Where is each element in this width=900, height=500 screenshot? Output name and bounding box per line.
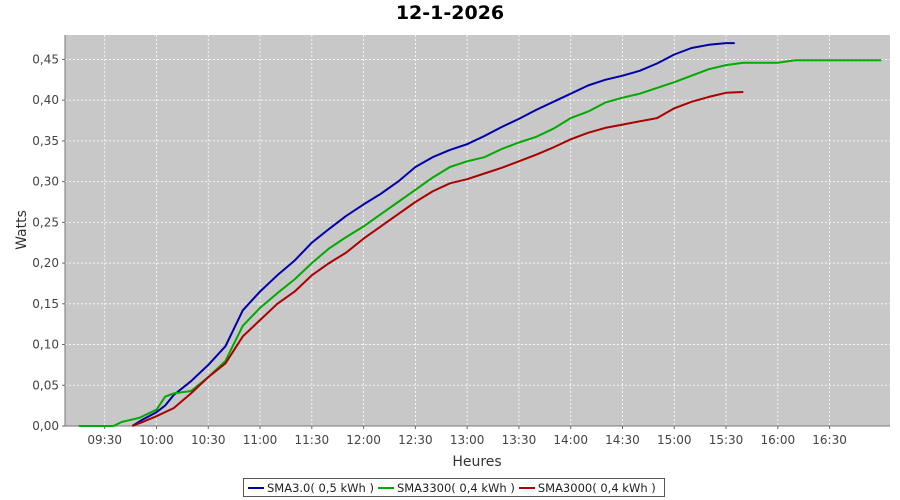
series-line-0 bbox=[131, 42, 735, 427]
y-axis-label: Watts bbox=[14, 210, 30, 250]
legend-item: SMA3300( 0,4 kWh ) bbox=[377, 480, 515, 495]
x-tick-label: 09:30 bbox=[87, 433, 122, 447]
series-line-2 bbox=[131, 91, 744, 427]
x-tick-label: 16:30 bbox=[812, 433, 847, 447]
x-axis-ticks: 09:30 10:00 10:30 11:00 11:30 12:00 12:30 13:00… bbox=[65, 425, 890, 447]
y-tick-label: 0,00 bbox=[32, 419, 59, 433]
x-tick-label: 13:30 bbox=[502, 433, 537, 447]
series-line-1 bbox=[78, 59, 882, 427]
legend-item: SMA3.0( 0,5 kWh ) bbox=[248, 481, 374, 495]
plot-area bbox=[65, 35, 890, 426]
x-tick-label: 15:00 bbox=[657, 433, 692, 447]
y-tick-label: 0,35 bbox=[32, 134, 59, 148]
x-axis-label: Heures bbox=[452, 454, 501, 470]
x-tick-label: 10:00 bbox=[139, 433, 174, 447]
legend-swatch bbox=[377, 486, 394, 489]
x-tick-label: 14:30 bbox=[605, 433, 640, 447]
x-tick-label: 15:30 bbox=[709, 433, 744, 447]
x-tick-label: 14:00 bbox=[553, 433, 588, 447]
x-tick-label: 12:30 bbox=[398, 433, 433, 447]
legend: SMA3.0( 0,5 kWh ) SMA3300( 0,4 kWh ) SMA30… bbox=[243, 478, 665, 497]
line-chart: 0,00 0,05 0,10 0,15 0,20 0,25 0,30 0,35 0,40 0,45… bbox=[14, 35, 890, 470]
series-lines bbox=[78, 42, 882, 427]
y-tick-label: 0,20 bbox=[32, 256, 59, 270]
y-tick-label: 0,30 bbox=[32, 175, 59, 189]
legend-label: SMA3300( 0,4 kWh ) bbox=[396, 480, 515, 495]
legend-label: SMA3000( 0,4 kWh ) bbox=[537, 480, 656, 495]
grid-lines bbox=[65, 35, 890, 426]
x-tick-label: 12:00 bbox=[346, 433, 381, 447]
y-axis-ticks: 0,00 0,05 0,10 0,15 0,20 0,25 0,30 0,35 0,40 0,45 bbox=[32, 35, 66, 433]
legend-item: SMA3000( 0,4 kWh ) bbox=[518, 480, 656, 495]
y-tick-label: 0,10 bbox=[32, 338, 59, 352]
chart-title: 12-1-2026 bbox=[395, 2, 505, 24]
x-tick-label: 11:00 bbox=[243, 433, 278, 447]
legend-swatch bbox=[518, 486, 535, 489]
y-tick-label: 0,40 bbox=[32, 93, 59, 107]
legend-swatch bbox=[248, 486, 264, 489]
y-tick-label: 0,05 bbox=[32, 378, 59, 392]
x-tick-label: 10:30 bbox=[191, 433, 226, 447]
y-tick-label: 0,15 bbox=[32, 297, 59, 311]
x-tick-label: 16:00 bbox=[761, 433, 796, 447]
y-tick-label: 0,45 bbox=[32, 52, 59, 66]
y-tick-label: 0,25 bbox=[32, 215, 59, 229]
legend-label: SMA3.0( 0,5 kWh ) bbox=[267, 480, 374, 495]
x-tick-label: 13:00 bbox=[450, 433, 485, 447]
x-tick-label: 11:30 bbox=[295, 433, 330, 447]
